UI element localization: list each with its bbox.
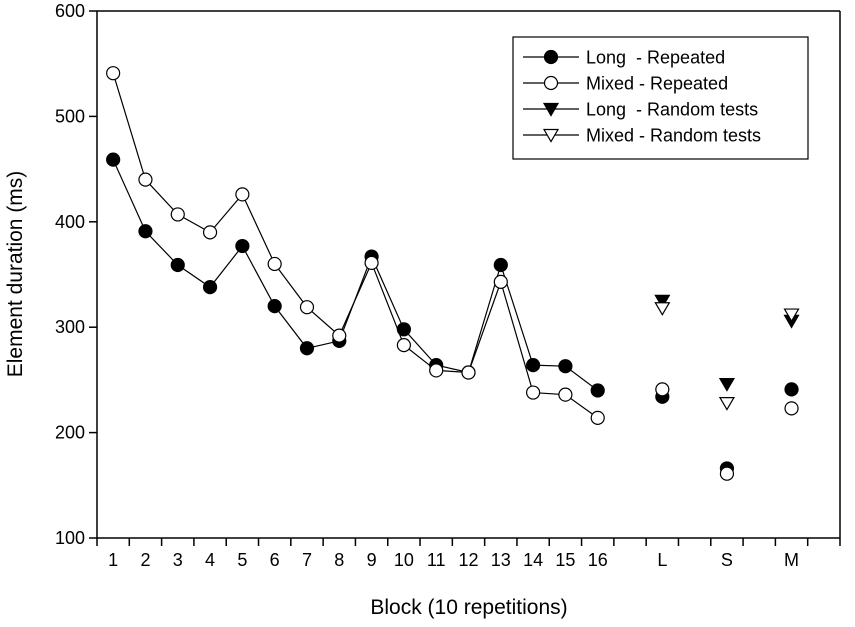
data-point (364, 255, 379, 271)
data-point (396, 338, 411, 353)
x-tick-label: S (721, 550, 733, 570)
test-point (784, 382, 799, 397)
data-point (461, 365, 476, 380)
y-tick-label: 100 (55, 528, 85, 548)
data-point (590, 383, 605, 398)
x-tick-label: 16 (588, 550, 608, 570)
x-tick-label: 10 (394, 550, 414, 570)
legend-marker (543, 75, 559, 91)
y-tick-label: 500 (55, 106, 85, 126)
series-line (112, 73, 599, 419)
test-point (655, 382, 670, 397)
x-tick-label: 12 (458, 550, 478, 570)
legend-label: Long - Repeated (586, 48, 725, 68)
data-point (654, 294, 671, 309)
x-tick-label: 9 (367, 550, 377, 570)
series-2 (106, 66, 799, 481)
data-point (202, 225, 218, 240)
x-tick-label: 2 (140, 550, 150, 570)
x-tick-label: 1 (108, 550, 118, 570)
data-point (106, 152, 121, 167)
data-point (138, 172, 153, 187)
data-point (170, 257, 185, 273)
series-1 (106, 152, 799, 476)
data-point (299, 300, 315, 315)
x-tick-label: 4 (205, 550, 215, 570)
x-tick-label: 7 (302, 550, 312, 570)
x-tick-label: 6 (270, 550, 280, 570)
x-tick-label: L (657, 550, 667, 570)
legend-label: Long - Random tests (586, 100, 758, 120)
y-tick-label: 200 (55, 423, 85, 443)
data-point (718, 378, 735, 392)
y-axis-title: Element duration (ms) (4, 171, 27, 378)
x-tick-label: M (784, 550, 799, 570)
data-point (558, 359, 573, 374)
series-4 (654, 302, 800, 411)
x-tick-label: 15 (555, 550, 575, 570)
legend-label: Mixed - Random tests (586, 126, 761, 146)
data-point (267, 256, 282, 272)
legend-label: Mixed - Repeated (586, 74, 728, 94)
data-point (718, 396, 735, 411)
x-ticks: 1 2 3 4 5 6 7 8 9 10 11 12 13 14 15 16 L S M (96, 538, 841, 570)
data-point (590, 410, 605, 425)
y-tick-label: 300 (55, 317, 85, 337)
legend: Long - Repeated Mixed - Repeated Long - Ra… (512, 36, 809, 160)
data-point (493, 257, 508, 273)
data-point (429, 363, 444, 378)
data-point (138, 224, 153, 239)
x-tick-label: 8 (334, 550, 344, 570)
x-tick-label: 11 (427, 550, 446, 570)
legend-marker (542, 102, 560, 117)
data-point (267, 299, 282, 314)
x-tick-label: 14 (523, 550, 543, 570)
x-tick-label: 13 (491, 550, 511, 570)
y-ticks: 100 200 300 400 500 600 (55, 1, 97, 548)
data-point (170, 207, 185, 222)
data-point (299, 341, 315, 356)
legend-marker (542, 128, 560, 143)
x-tick-label: 5 (237, 550, 247, 570)
data-point (654, 302, 671, 316)
test-point (719, 466, 735, 481)
data-point (526, 385, 541, 400)
axes (96, 10, 841, 539)
data-point (558, 387, 573, 402)
test-point (784, 401, 799, 416)
series-line (112, 159, 599, 391)
series-layer (106, 66, 800, 481)
data-point (332, 328, 347, 343)
series-3 (654, 294, 800, 392)
x-tick-label: 3 (173, 550, 183, 570)
data-point (235, 238, 250, 254)
data-point (235, 187, 250, 202)
data-point (526, 358, 541, 373)
data-point (202, 280, 218, 295)
data-point (493, 274, 508, 289)
data-point (783, 308, 800, 323)
y-tick-label: 400 (55, 212, 85, 232)
legend-marker (543, 49, 559, 65)
x-axis-title: Block (10 repetitions) (370, 596, 567, 619)
data-point (106, 66, 121, 81)
y-tick-label: 600 (55, 1, 85, 21)
